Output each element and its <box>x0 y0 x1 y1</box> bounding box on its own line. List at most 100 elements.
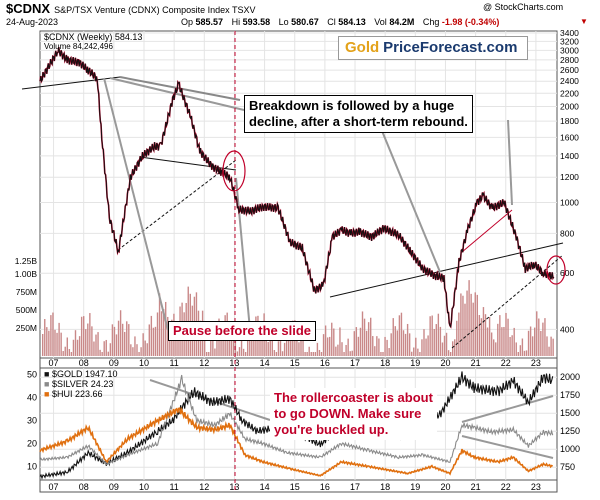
legend-silver-label: $SILVER 24.23 <box>51 379 114 389</box>
volume-bar <box>277 341 280 356</box>
volume-bar <box>517 352 519 356</box>
volume-bar <box>281 351 284 356</box>
volume-bar <box>140 347 142 356</box>
volume-bar <box>339 327 341 356</box>
series-silver-line <box>39 374 554 466</box>
volume-bar <box>314 352 317 356</box>
highlight-marks <box>222 31 566 492</box>
volume-bar <box>499 315 501 356</box>
volume-bar <box>271 332 273 356</box>
volume-tick-label: 1.25B <box>15 256 38 266</box>
volume-tick-label: 1.00B <box>15 269 38 279</box>
breakdown-line-2: decline, after a short-term rebound. <box>249 114 468 129</box>
volume-bar <box>320 352 323 356</box>
volume-bar <box>509 337 511 356</box>
volume-bar <box>162 309 165 356</box>
volume-bar <box>220 326 222 356</box>
volume-bar <box>378 338 380 356</box>
volume-bar <box>279 339 282 356</box>
change-label: Chg <box>422 17 440 27</box>
volume-bar <box>523 350 526 356</box>
volume-bar <box>54 329 56 356</box>
volume-bar <box>503 326 505 356</box>
volume-bar <box>251 339 253 356</box>
volume-bar <box>64 346 66 356</box>
volume-bar <box>244 352 247 356</box>
volume-bars <box>42 280 554 356</box>
volume-bar <box>46 327 48 356</box>
bottom-x-tick-label: 14 <box>260 482 270 492</box>
bottom-x-tick-label: 20 <box>440 482 450 492</box>
volume-bar <box>152 327 155 356</box>
volume-bar <box>58 322 60 356</box>
bottom-axis-strip <box>39 479 558 493</box>
top-y-tick-label: 2800 <box>560 55 579 65</box>
bottom-legend: ■ $GOLD 1947.10 ■ $SILVER 24.23 ■ $HUI 2… <box>44 369 118 399</box>
volume-bar <box>101 352 103 356</box>
volume-bar <box>42 334 44 356</box>
top-x-tick-label: 12 <box>199 358 209 368</box>
volume-bar <box>402 330 405 356</box>
volume-bar <box>132 347 134 356</box>
volume-bar <box>480 318 483 356</box>
volume-bar <box>394 326 396 356</box>
volume-bar <box>429 316 431 356</box>
volume-bar <box>300 331 302 356</box>
volume-bar <box>417 348 419 356</box>
volume-bar <box>111 324 114 356</box>
low-value: 580.67 <box>291 17 319 27</box>
volume-bar <box>488 317 491 356</box>
volume-bar <box>454 339 456 356</box>
volume-bar <box>525 350 528 356</box>
volume-bar <box>296 333 298 356</box>
bottom-x-tick-label: 11 <box>169 482 178 492</box>
volume-bar <box>66 337 68 356</box>
cdnx-legend-entry: $CDNX (Weekly) 584.13 <box>44 32 143 42</box>
volume-bar <box>474 292 476 356</box>
volume-bar <box>345 344 347 356</box>
volume-bar <box>326 337 329 356</box>
volume-bar <box>382 352 384 356</box>
top-y-tick-label: 1400 <box>560 151 579 161</box>
volume-bar <box>105 339 107 356</box>
volume-bar <box>146 343 148 356</box>
bottom-right-tick-label: 2000 <box>560 372 580 382</box>
volume-bar <box>169 330 171 356</box>
volume-bar <box>513 327 515 356</box>
volume-bar <box>107 351 109 356</box>
volume-bar <box>206 352 208 356</box>
volume-bar <box>349 351 351 356</box>
volume-bar <box>476 294 478 356</box>
volume-bar <box>273 350 276 356</box>
logo-forecast-text: PriceForecast.com <box>383 39 518 56</box>
volume-bar <box>449 352 452 356</box>
volume-bar <box>324 325 327 356</box>
bottom-x-tick-label: 10 <box>139 482 149 492</box>
volume-bar <box>95 334 97 356</box>
volume-bar <box>91 326 93 356</box>
volume-bar <box>56 332 58 356</box>
volume-bar <box>431 315 433 356</box>
volume-bar <box>322 334 325 356</box>
volume-bar <box>536 311 538 356</box>
legend-gold-label: $GOLD 1947.10 <box>51 369 118 379</box>
volume-bar <box>546 336 548 356</box>
volume-bar <box>343 352 345 356</box>
volume-bar <box>306 352 308 356</box>
pause-text: Pause before the slide <box>173 323 311 338</box>
low-label: Lo <box>278 17 289 27</box>
volume-bar <box>238 347 241 356</box>
callout-pointer <box>507 119 513 206</box>
top-x-tick-label: 18 <box>380 358 390 368</box>
volume-bar <box>470 293 472 356</box>
volume-bar <box>355 327 358 356</box>
bottom-right-tick-label: 750 <box>560 462 575 472</box>
volume-bar <box>341 342 343 356</box>
volume-bar <box>527 330 530 356</box>
volume-bar <box>247 339 249 356</box>
volume-bar <box>304 352 306 356</box>
volume-bar <box>357 336 360 356</box>
volume-bar <box>228 330 230 356</box>
bottom-x-tick-label: 07 <box>49 482 59 492</box>
